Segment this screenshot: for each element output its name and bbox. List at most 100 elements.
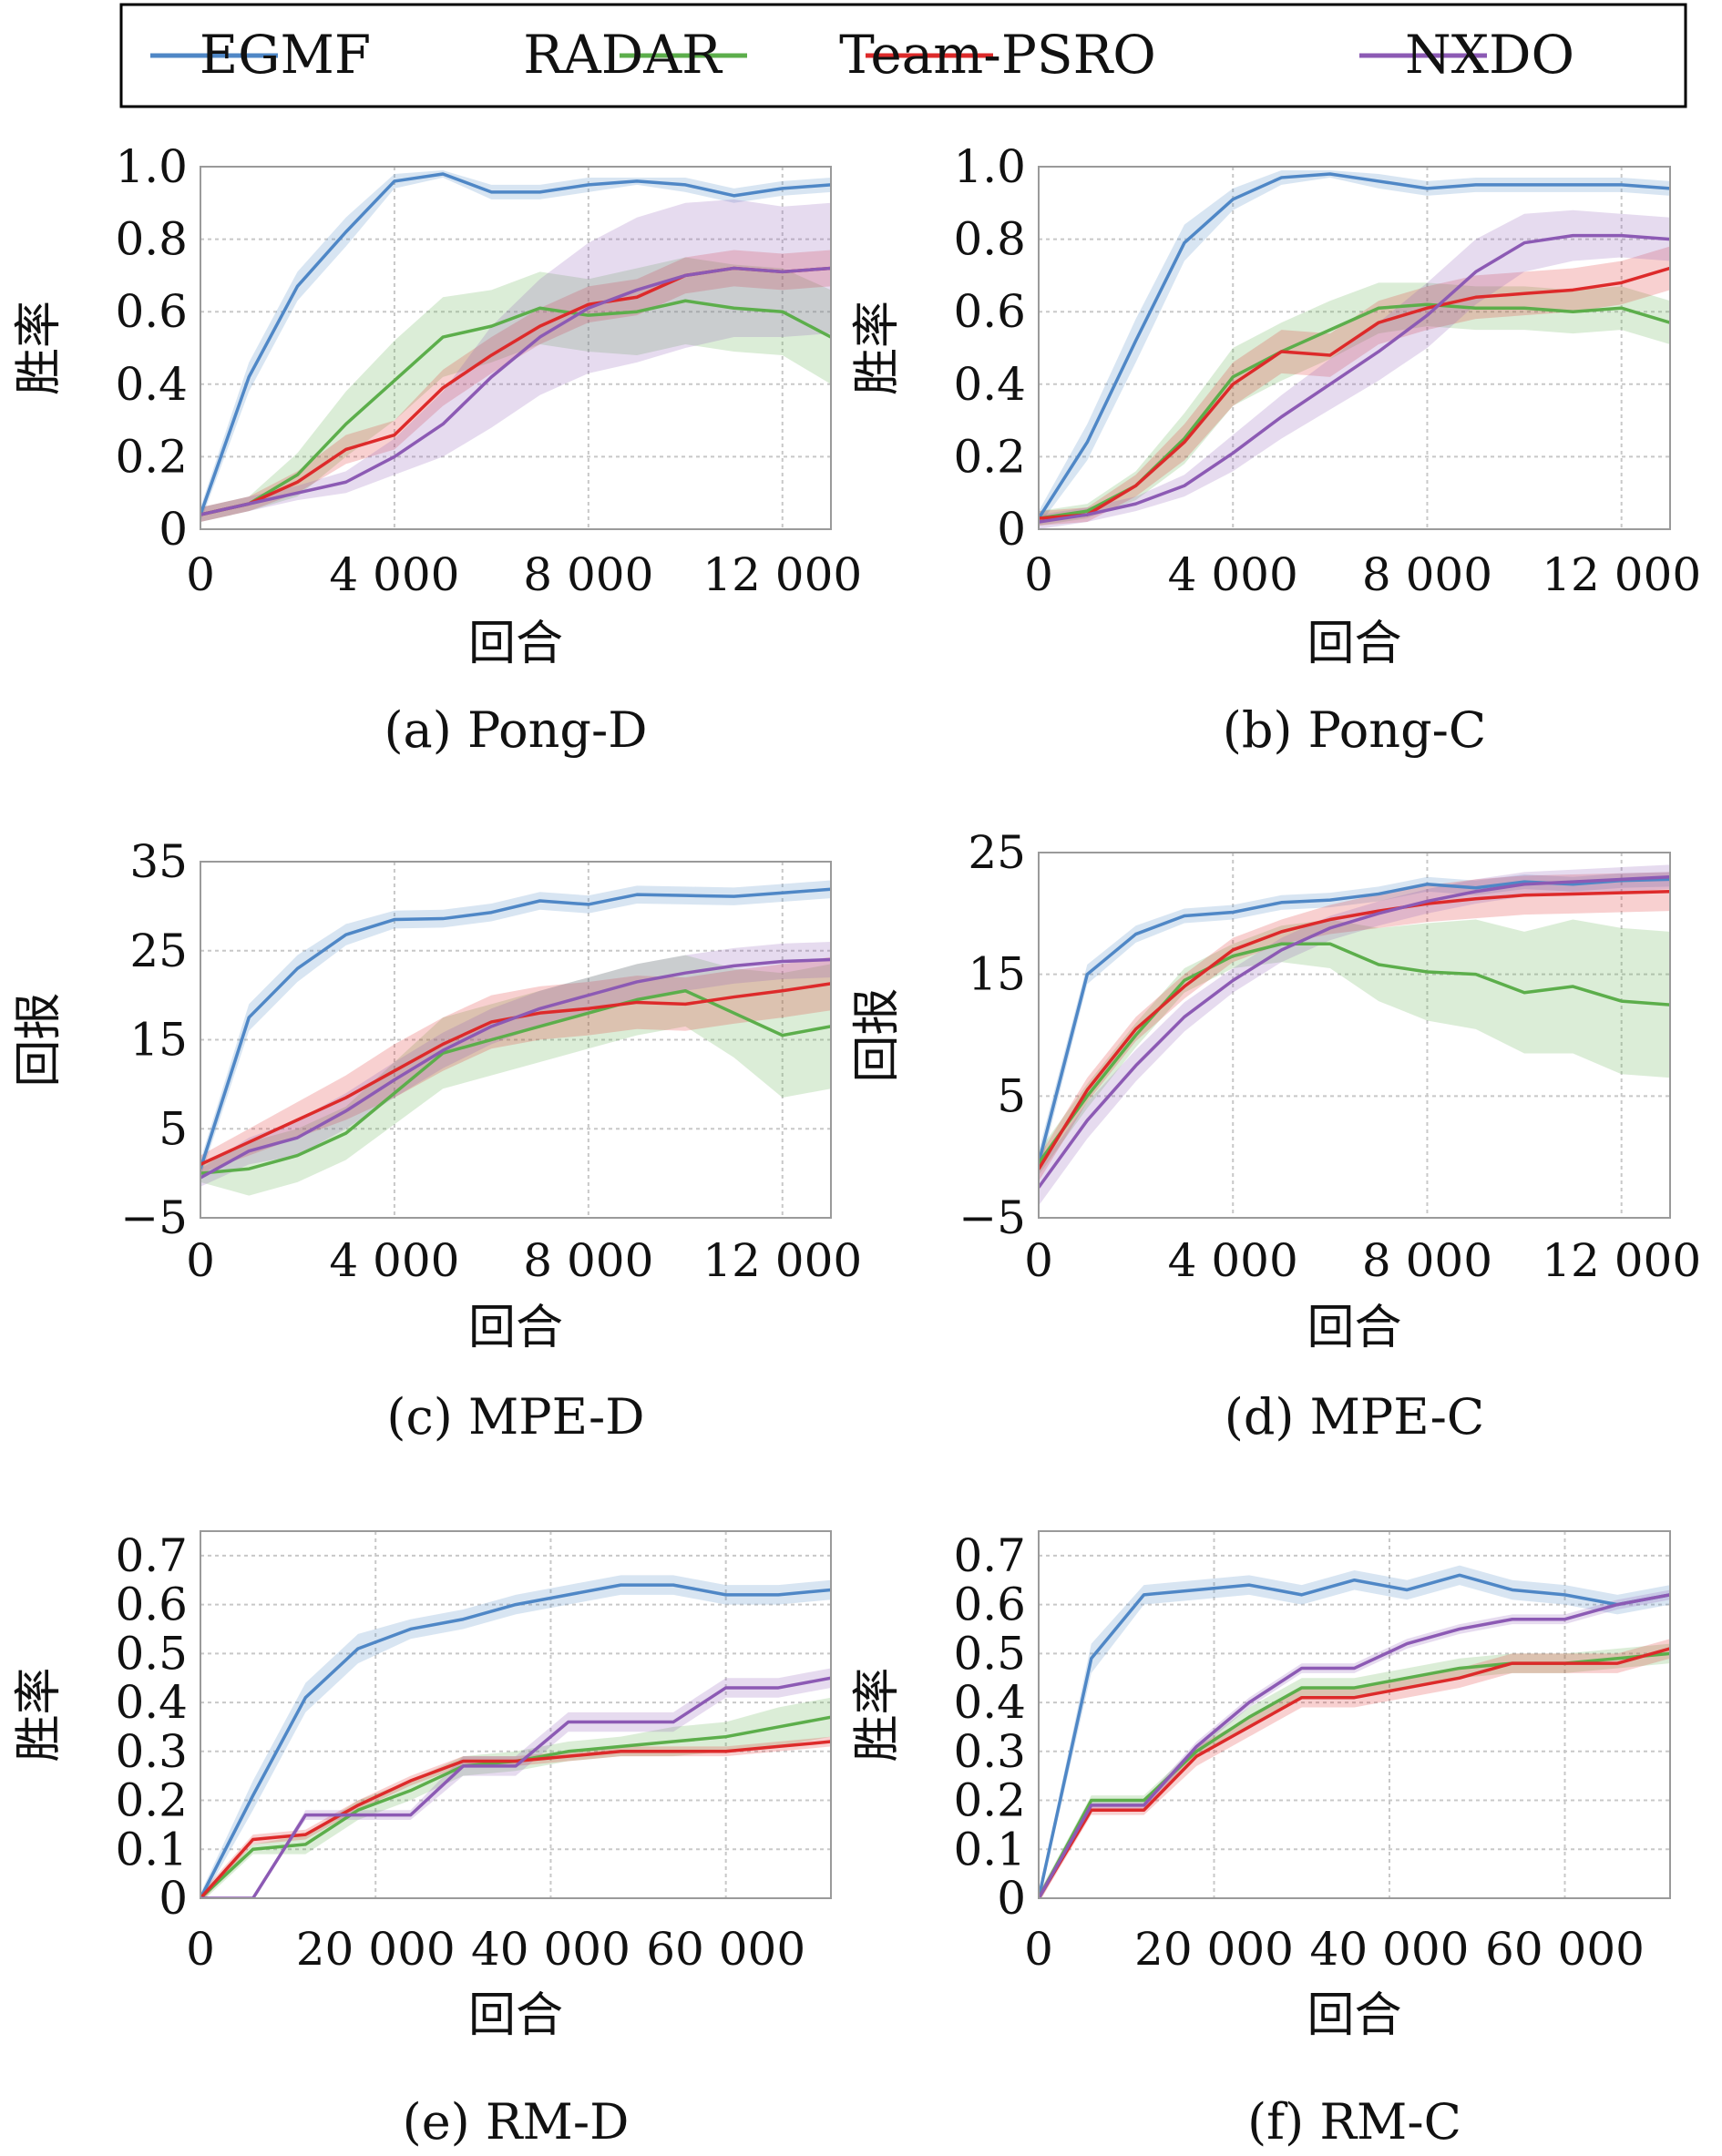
confidence-band-radar [200, 955, 831, 1196]
y-tick-label: −5 [120, 1191, 188, 1244]
series-line-nxdo [200, 1676, 831, 1898]
series-line-team-psro [1039, 1647, 1670, 1898]
y-tick-label: 0.4 [953, 1676, 1026, 1729]
series-line-radar [200, 299, 831, 516]
series-line-radar [1039, 942, 1670, 1164]
confidence-band-team-psro [1039, 246, 1670, 526]
y-tick-label: 0.3 [953, 1725, 1026, 1778]
x-tick-label: 8 000 [1362, 548, 1492, 601]
panel-caption: (c) MPE-D [386, 1388, 644, 1446]
panel-caption: (b) Pong-C [1223, 701, 1486, 759]
plot-frame [1038, 166, 1671, 530]
legend-label-nxdo: NXDO [1405, 24, 1574, 86]
plot-area [1039, 169, 1670, 529]
series-line-nxdo [200, 957, 831, 1180]
x-tick-label: 4 000 [1168, 1234, 1298, 1287]
series-line-egmf [1039, 172, 1670, 520]
x-axis-label: 回合 [468, 617, 563, 671]
x-tick-label: 20 000 [296, 1923, 456, 1976]
y-tick-label: 0.6 [953, 285, 1026, 338]
x-axis-label: 回合 [1307, 617, 1401, 671]
y-tick-label: 0.7 [115, 1529, 188, 1582]
y-axis-label: 回报 [12, 992, 67, 1087]
y-tick-label: 0.5 [115, 1627, 188, 1680]
x-tick-label: 4 000 [329, 548, 459, 601]
x-tick-label: 60 000 [1485, 1923, 1645, 1976]
x-tick-label: 60 000 [646, 1923, 805, 1976]
y-tick-label: 5 [997, 1069, 1026, 1122]
series-line-egmf [1039, 1573, 1670, 1898]
y-tick-label: 0.2 [953, 430, 1026, 483]
series-line-egmf [200, 1583, 831, 1898]
y-axis-label: 胜率 [850, 1667, 905, 1762]
series-line-egmf [200, 172, 831, 516]
confidence-band-team-psro [200, 956, 831, 1174]
y-tick-label: 25 [129, 925, 188, 977]
y-tick-label: 0.2 [115, 430, 188, 483]
legend-label-egmf: EGMF [200, 24, 371, 86]
plot-frame [1038, 1530, 1671, 1899]
y-tick-label: 15 [968, 948, 1026, 1001]
series-line-team-psro [200, 1740, 831, 1898]
plot-frame [200, 166, 832, 530]
series-line-egmf [1039, 877, 1670, 1164]
legend-label-radar: RADAR [523, 24, 723, 86]
plot-frame [1038, 852, 1671, 1219]
y-axis-label: 胜率 [12, 1667, 67, 1762]
panel-caption: (f) RM-C [1247, 2093, 1461, 2151]
plot-area [1039, 864, 1670, 1206]
y-axis-label: 胜率 [850, 301, 905, 395]
confidence-band-team-psro [200, 250, 831, 523]
x-axis-label: 回合 [1307, 1301, 1401, 1355]
series-line-egmf [200, 887, 831, 1170]
confidence-band-team-psro [1039, 872, 1670, 1181]
panel-caption: (e) RM-D [403, 2093, 630, 2151]
y-tick-label: 0 [159, 503, 188, 556]
chart-panel-5: 00.10.20.30.40.50.60.70 20 000 40 000 60 00… [12, 1529, 832, 2151]
x-tick-label: 12 000 [1542, 1234, 1701, 1287]
x-tick-label: 0 [1024, 1923, 1053, 1976]
series-line-nxdo [200, 266, 831, 516]
y-tick-label: 0.4 [115, 1676, 188, 1729]
x-tick-label: 0 [186, 1923, 215, 1976]
panel-caption: (d) MPE-C [1225, 1388, 1484, 1446]
confidence-band-nxdo [200, 941, 831, 1187]
legend-label-team-psro: Team-PSRO [839, 24, 1156, 86]
y-tick-label: 0 [997, 1872, 1026, 1925]
series-line-team-psro [1039, 890, 1670, 1170]
x-tick-label: 4 000 [329, 1234, 459, 1287]
x-tick-label: 0 [1024, 548, 1053, 601]
panel-caption: (a) Pong-D [384, 701, 647, 759]
series-line-nxdo [1039, 233, 1670, 524]
x-axis-label: 回合 [468, 1988, 563, 2043]
x-tick-label: 4 000 [1168, 548, 1298, 601]
y-axis-label: 胜率 [12, 301, 67, 395]
confidence-band-radar [1039, 282, 1670, 526]
y-tick-label: 0.3 [115, 1725, 188, 1778]
legend: EGMF RADAR Team-PSRO NXDO [119, 3, 1687, 108]
y-tick-label: 0 [159, 1872, 188, 1925]
y-tick-label: 0.4 [953, 358, 1026, 411]
y-tick-label: 0.1 [953, 1823, 1026, 1875]
y-tick-label: 0.5 [953, 1627, 1026, 1680]
x-tick-label: 12 000 [702, 1234, 862, 1287]
y-tick-label: −5 [958, 1191, 1026, 1244]
plot-area [200, 880, 831, 1196]
x-axis-label: 回合 [1307, 1988, 1401, 2043]
confidence-band-radar [200, 257, 831, 523]
y-tick-label: 0.6 [953, 1579, 1026, 1631]
y-tick-label: 0.1 [115, 1823, 188, 1875]
x-tick-label: 12 000 [1542, 548, 1701, 601]
x-tick-label: 8 000 [523, 548, 653, 601]
confidence-band-nxdo [1039, 1589, 1670, 1898]
series-line-radar [200, 988, 831, 1175]
y-tick-label: 35 [129, 835, 188, 888]
x-tick-label: 20 000 [1134, 1923, 1294, 1976]
plot-frame [200, 1530, 832, 1899]
plot-area [1039, 1565, 1670, 1898]
x-tick-label: 0 [186, 1234, 215, 1287]
y-tick-label: 1.0 [953, 140, 1026, 193]
